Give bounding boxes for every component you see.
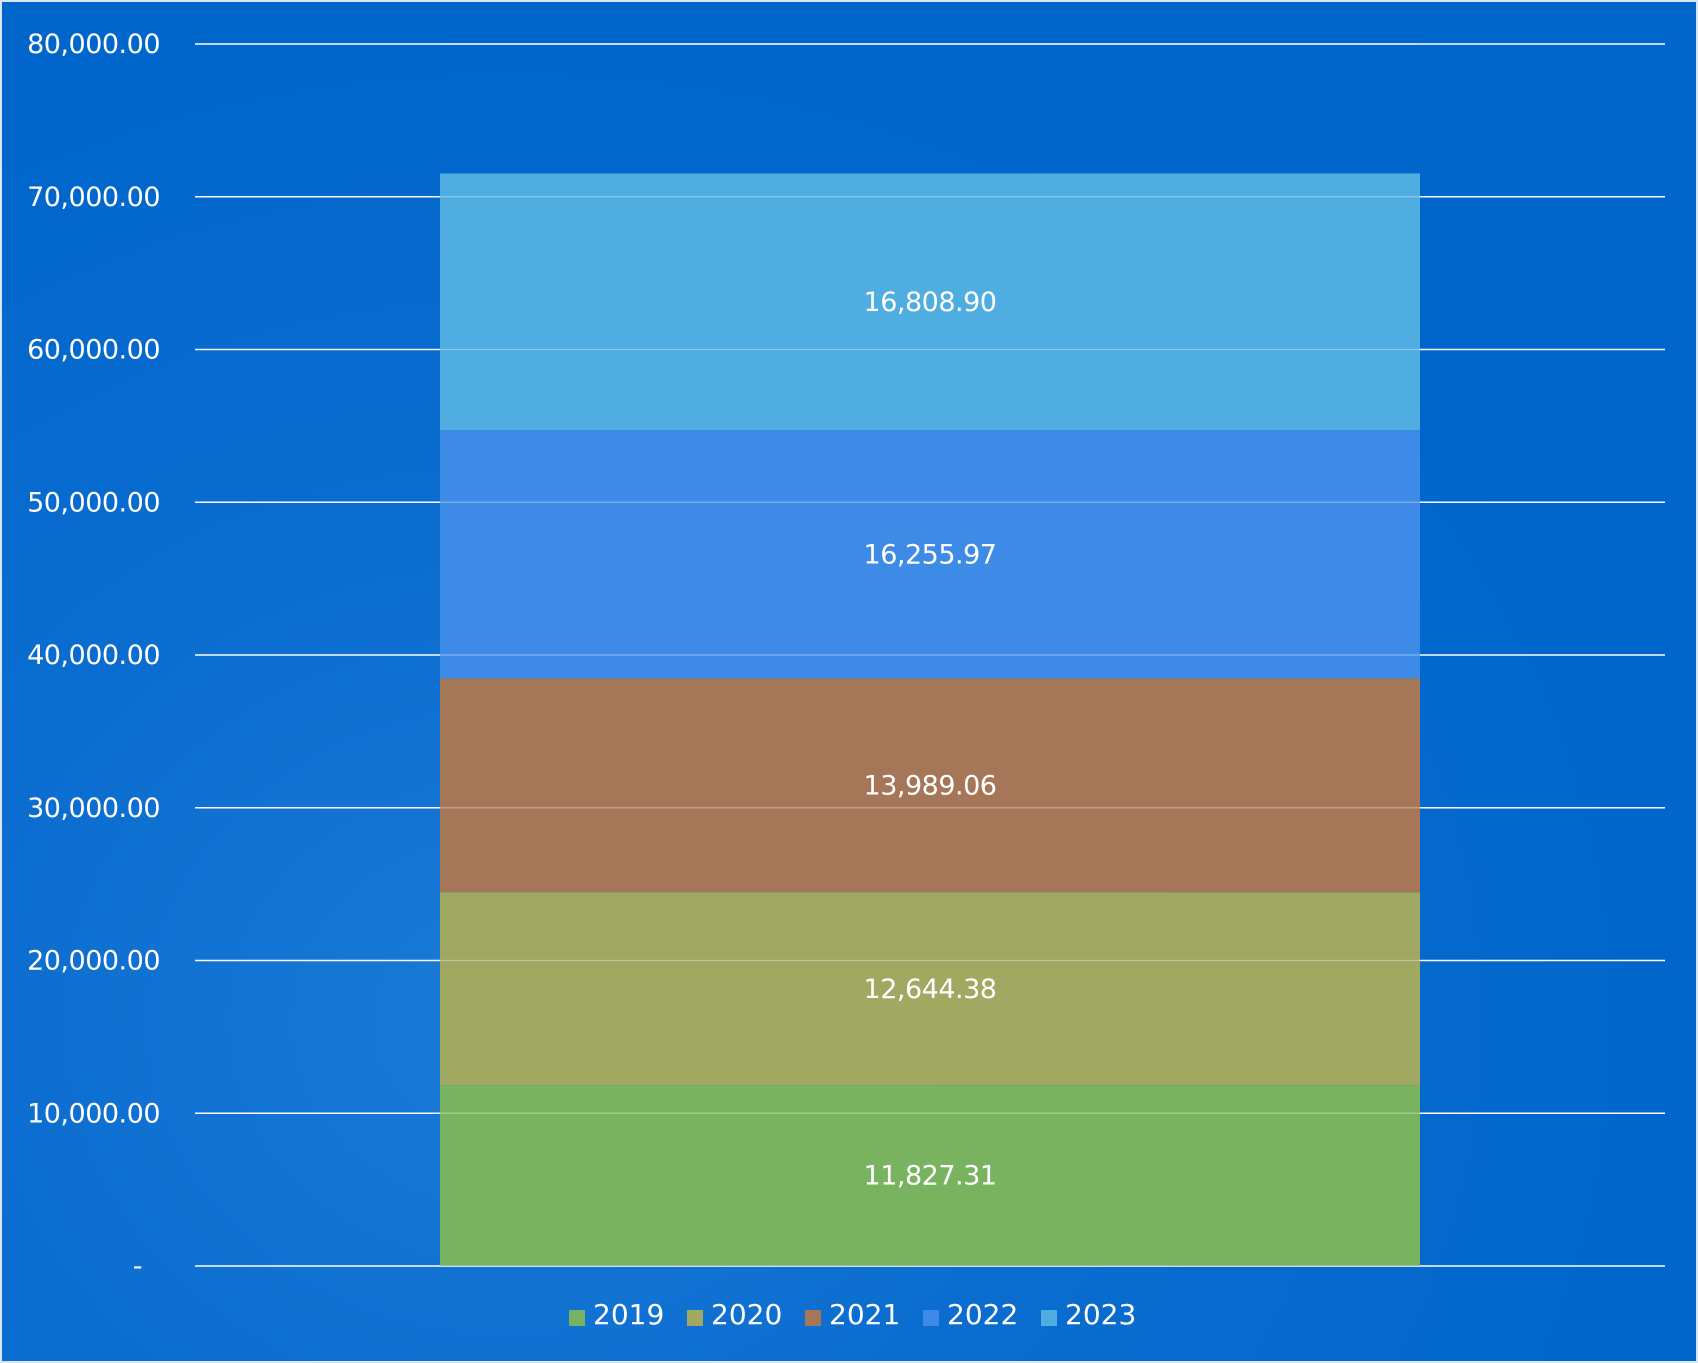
legend-swatch-2023 [1041, 1310, 1057, 1326]
legend-swatch-2022 [923, 1310, 939, 1326]
legend-label-2019: 2019 [593, 1298, 664, 1331]
data-label-2021: 13,989.06 [864, 770, 997, 801]
y-axis: - 10,000.00 20,000.00 30,000.00 40,000.00 50,… [27, 29, 160, 1282]
legend-label-2023: 2023 [1065, 1298, 1136, 1331]
gridlines-overlay [440, 43, 1420, 1267]
y-tick-label: 80,000.00 [27, 29, 160, 60]
bar-segment-2020 [440, 892, 1420, 1086]
legend-swatch-2021 [805, 1310, 821, 1326]
data-label-2019: 11,827.31 [864, 1161, 997, 1192]
bar-segment-2022 [440, 430, 1420, 679]
data-label-2020: 12,644.38 [864, 974, 997, 1005]
bar-segments [440, 173, 1420, 1266]
legend-label-2021: 2021 [829, 1298, 900, 1331]
legend: 2019 2020 2021 2022 2023 [569, 1298, 1136, 1331]
legend-swatch-2019 [569, 1310, 585, 1326]
bar-segment-2021 [440, 678, 1420, 893]
y-tick-label: - [133, 1251, 142, 1282]
legend-item-2022: 2022 [923, 1298, 1018, 1331]
legend-swatch-2020 [687, 1310, 703, 1326]
y-tick-label: 40,000.00 [27, 640, 160, 671]
data-label-2022: 16,255.97 [864, 539, 997, 570]
y-tick-label: 50,000.00 [27, 487, 160, 518]
legend-item-2020: 2020 [687, 1298, 782, 1331]
legend-item-2021: 2021 [805, 1298, 900, 1331]
legend-item-2023: 2023 [1041, 1298, 1136, 1331]
bar-segment-2019 [440, 1085, 1420, 1266]
data-labels: 11,827.31 12,644.38 13,989.06 16,255.97 16,8… [864, 287, 997, 1192]
bar-segment-2023 [440, 173, 1420, 431]
legend-label-2022: 2022 [947, 1298, 1018, 1331]
data-label-2023: 16,808.90 [864, 287, 997, 318]
legend-item-2019: 2019 [569, 1298, 664, 1331]
y-tick-label: 70,000.00 [27, 182, 160, 213]
y-tick-label: 10,000.00 [27, 1098, 160, 1129]
legend-label-2020: 2020 [711, 1298, 782, 1331]
y-tick-label: 60,000.00 [27, 335, 160, 366]
y-tick-label: 30,000.00 [27, 793, 160, 824]
y-tick-label: 20,000.00 [27, 946, 160, 977]
